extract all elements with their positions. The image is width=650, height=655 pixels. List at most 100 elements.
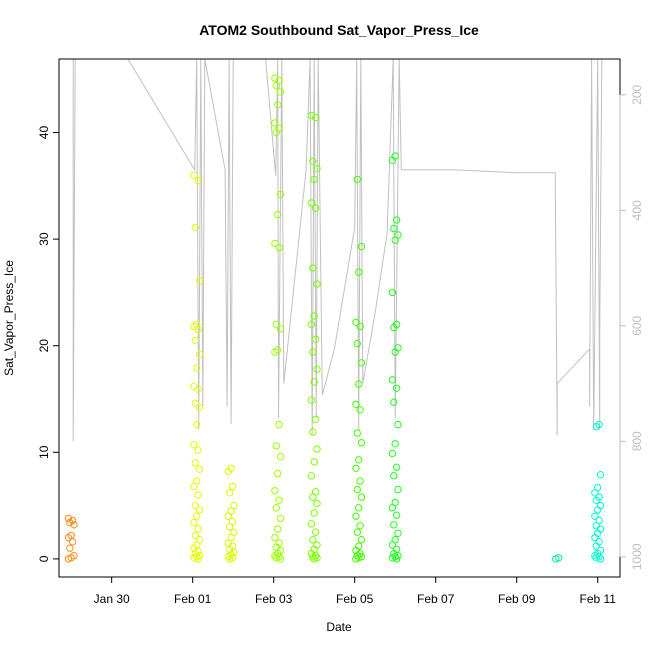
data-point [195,350,204,358]
right-tick-label: 200 [630,84,644,104]
data-point [388,376,397,384]
data-point [67,531,75,540]
data-point [554,554,563,562]
data-point [276,88,285,96]
data-point [309,428,317,436]
data-point [309,264,317,272]
data-point [195,403,204,412]
data-point [353,339,361,348]
data-point [276,452,285,461]
data-point [194,176,202,185]
data-point [195,465,204,473]
y-tick-label: 40 [37,126,51,140]
data-point [309,348,317,356]
data-point [274,525,282,533]
right-tick-label: 400 [630,200,644,220]
data-point [275,420,283,429]
data-point [356,522,364,530]
data-point [274,101,282,109]
data-point [311,415,320,423]
data-point [390,224,398,233]
x-axis: Jan 30 Feb 01 Feb 03 Feb 05 Feb 07 Feb 09 Feb … [94,577,616,606]
data-point [388,449,397,458]
data-point [313,165,321,173]
data-point [394,231,402,239]
data-point [310,378,318,386]
data-point [272,442,280,450]
y-tick-label: 0 [37,555,51,562]
data-point [307,199,316,207]
data-point [194,491,202,499]
data-point [392,216,401,224]
data-point [596,546,605,555]
data-point [391,152,399,160]
data-point [307,320,316,329]
data-point [355,542,363,550]
data-point [392,320,401,329]
data-point [275,496,283,504]
data-point [70,521,78,529]
data-point [230,501,238,510]
y-axis: 0 10 20 30 40 [37,126,59,562]
data-point [193,364,201,372]
x-tick-label: Feb 11 [579,592,616,606]
data-point [392,511,401,519]
x-tick-label: Jan 30 [94,592,130,606]
data-points [64,74,605,563]
y-tick-label: 10 [37,445,51,459]
data-point [392,463,401,471]
data-point [390,398,398,406]
data-point [313,499,321,508]
data-point [194,525,202,533]
data-point [391,440,399,448]
data-point [272,504,280,512]
data-point [356,322,364,331]
data-point [275,76,283,85]
data-point [307,520,316,528]
data-point [356,477,364,485]
chart-title: ATOM2 Southbound Sat_Vapor_Press_Ice [199,22,479,38]
data-point [357,439,366,447]
data-point [311,113,320,122]
data-point [191,399,200,407]
data-point [274,469,282,478]
data-point [276,514,285,523]
data-point [391,536,399,544]
data-point [190,441,198,449]
data-point [355,456,363,464]
data-point [226,489,234,497]
data-point [193,320,201,329]
right-tick-label: 1000 [630,543,644,570]
data-point [388,288,397,297]
data-point [230,528,238,536]
data-point [271,119,279,127]
right-axis: 200 400 600 800 1000 [619,84,644,570]
data-point [310,509,318,517]
data-point [595,493,603,501]
data-point [391,498,399,507]
data-point [596,501,605,510]
data-point [355,268,363,276]
data-point [276,190,285,199]
data-point [353,485,361,494]
x-axis-label: Date [326,620,352,634]
data-point [274,210,282,219]
data-point [357,359,366,367]
data-point [271,239,279,248]
data-point [191,223,200,232]
data-point [313,280,321,288]
data-point [191,459,200,467]
data-point [191,336,200,345]
data-point [355,380,363,388]
data-point [271,533,279,542]
data-point [190,518,198,527]
data-point [313,445,321,453]
data-point [353,429,361,437]
x-tick-label: Feb 09 [498,592,536,606]
data-point [352,318,360,326]
data-point [352,512,360,520]
data-point [66,544,74,552]
x-tick-label: Feb 01 [174,592,212,606]
data-point [271,487,279,495]
data-point [313,365,321,373]
